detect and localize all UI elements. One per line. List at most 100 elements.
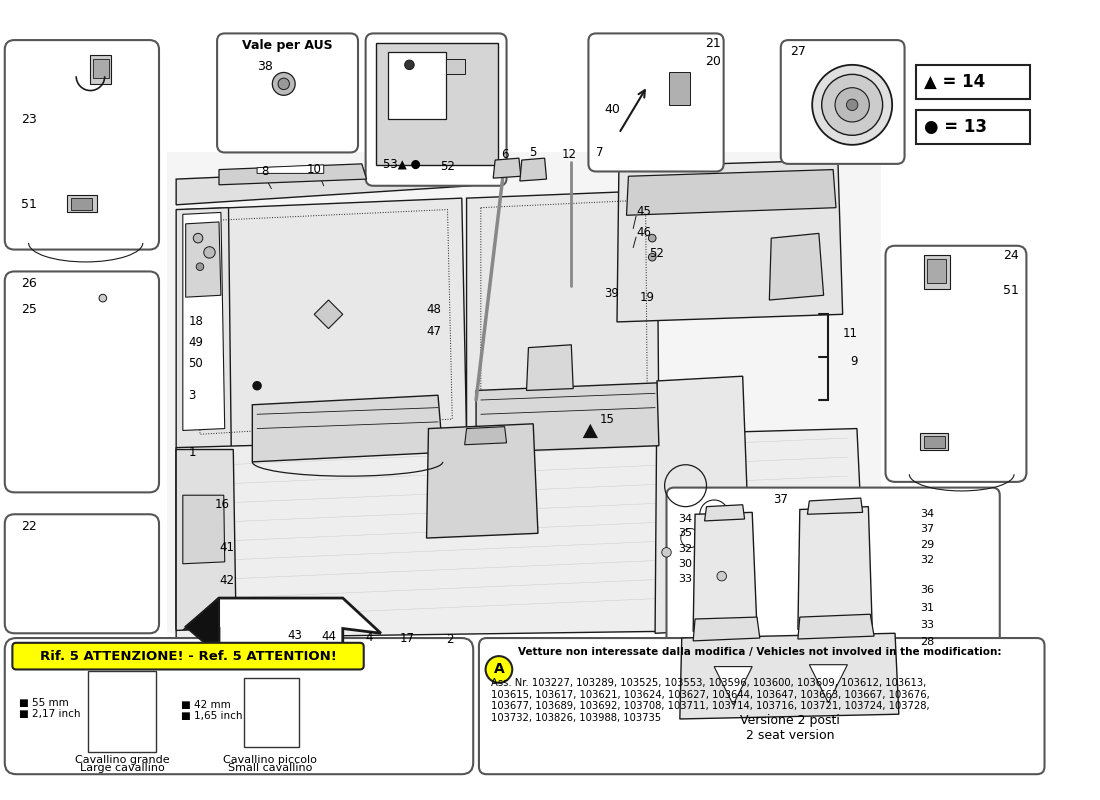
Polygon shape bbox=[667, 46, 695, 143]
Text: 41: 41 bbox=[219, 541, 234, 554]
Polygon shape bbox=[166, 153, 881, 634]
Circle shape bbox=[648, 234, 656, 242]
Bar bbox=[916, 110, 1031, 144]
FancyBboxPatch shape bbox=[4, 638, 473, 774]
Text: 52: 52 bbox=[440, 160, 455, 174]
Text: 16: 16 bbox=[214, 498, 229, 511]
Polygon shape bbox=[466, 190, 659, 434]
Text: 1: 1 bbox=[188, 446, 196, 459]
Polygon shape bbox=[393, 62, 405, 95]
Text: 37: 37 bbox=[920, 525, 934, 534]
Polygon shape bbox=[925, 255, 950, 455]
Polygon shape bbox=[219, 164, 366, 185]
Bar bbox=[72, 198, 92, 210]
Text: 9: 9 bbox=[850, 355, 858, 369]
Text: 30: 30 bbox=[678, 558, 692, 569]
Polygon shape bbox=[186, 598, 219, 655]
Circle shape bbox=[717, 571, 726, 581]
Text: 31: 31 bbox=[920, 602, 934, 613]
Text: 34: 34 bbox=[678, 514, 692, 524]
Text: 44: 44 bbox=[321, 630, 336, 642]
Polygon shape bbox=[257, 165, 323, 174]
Circle shape bbox=[835, 88, 869, 122]
Circle shape bbox=[405, 60, 415, 70]
Bar bbox=[924, 255, 950, 289]
Polygon shape bbox=[183, 213, 224, 430]
Text: 32: 32 bbox=[678, 543, 692, 554]
Text: 29: 29 bbox=[920, 540, 934, 550]
Text: 26: 26 bbox=[21, 278, 36, 290]
Text: 49: 49 bbox=[188, 336, 204, 350]
Polygon shape bbox=[798, 614, 875, 639]
Polygon shape bbox=[252, 395, 443, 462]
Text: 19: 19 bbox=[640, 290, 654, 304]
Text: 6: 6 bbox=[500, 148, 508, 161]
Bar bbox=[90, 55, 111, 84]
Polygon shape bbox=[35, 290, 151, 465]
Text: 2: 2 bbox=[446, 634, 453, 646]
Polygon shape bbox=[315, 300, 343, 329]
Circle shape bbox=[194, 234, 202, 243]
FancyBboxPatch shape bbox=[4, 40, 160, 250]
Text: Large cavallino: Large cavallino bbox=[79, 763, 164, 774]
Bar bbox=[670, 71, 691, 105]
Text: Rif. 5 ATTENZIONE! - Ref. 5 ATTENTION!: Rif. 5 ATTENZIONE! - Ref. 5 ATTENTION! bbox=[40, 650, 337, 662]
Polygon shape bbox=[769, 234, 824, 300]
Bar bbox=[388, 53, 446, 119]
Text: 8: 8 bbox=[261, 165, 268, 178]
Text: Small cavallino: Small cavallino bbox=[228, 763, 312, 774]
Polygon shape bbox=[807, 498, 862, 514]
Bar bbox=[376, 43, 498, 165]
Polygon shape bbox=[53, 371, 141, 419]
Polygon shape bbox=[21, 538, 151, 624]
Text: 24: 24 bbox=[1003, 249, 1019, 262]
Text: 5: 5 bbox=[529, 146, 537, 159]
Polygon shape bbox=[176, 166, 471, 205]
Text: 17: 17 bbox=[400, 631, 415, 645]
Circle shape bbox=[812, 65, 892, 145]
Text: 53▲ ●: 53▲ ● bbox=[383, 158, 420, 170]
Circle shape bbox=[648, 254, 656, 261]
Circle shape bbox=[99, 294, 107, 302]
Bar bbox=[94, 59, 109, 78]
FancyBboxPatch shape bbox=[588, 34, 724, 171]
Bar bbox=[916, 65, 1031, 99]
Polygon shape bbox=[24, 581, 62, 621]
FancyBboxPatch shape bbox=[217, 34, 358, 153]
Polygon shape bbox=[901, 452, 1021, 476]
FancyBboxPatch shape bbox=[667, 487, 1000, 727]
Text: ■ 2,17 inch: ■ 2,17 inch bbox=[19, 710, 80, 719]
Circle shape bbox=[196, 263, 204, 270]
Bar bbox=[244, 678, 299, 746]
Text: 20: 20 bbox=[705, 54, 720, 67]
Polygon shape bbox=[810, 665, 847, 702]
Polygon shape bbox=[493, 158, 520, 178]
Text: passionecorse: passionecorse bbox=[406, 197, 737, 413]
FancyBboxPatch shape bbox=[12, 642, 364, 670]
Polygon shape bbox=[693, 512, 757, 631]
Circle shape bbox=[662, 547, 671, 557]
FancyBboxPatch shape bbox=[478, 638, 1045, 774]
Circle shape bbox=[485, 656, 513, 682]
Text: 27: 27 bbox=[790, 45, 806, 58]
Polygon shape bbox=[656, 376, 752, 634]
FancyBboxPatch shape bbox=[4, 271, 160, 492]
Polygon shape bbox=[627, 170, 836, 215]
Text: 47: 47 bbox=[427, 325, 441, 338]
Text: 7: 7 bbox=[596, 146, 604, 159]
Text: ■ 1,65 inch: ■ 1,65 inch bbox=[180, 711, 242, 721]
Text: 34: 34 bbox=[920, 510, 934, 519]
Text: ■ 42 mm: ■ 42 mm bbox=[180, 700, 231, 710]
Text: Ass. Nr. 103227, 103289, 103525, 103553, 103596, 103600, 103609, 103612, 103613,: Ass. Nr. 103227, 103289, 103525, 103553,… bbox=[492, 678, 931, 723]
Bar bbox=[446, 59, 464, 74]
Circle shape bbox=[822, 74, 882, 135]
Polygon shape bbox=[693, 617, 760, 641]
Polygon shape bbox=[680, 634, 899, 719]
Polygon shape bbox=[24, 219, 152, 243]
Polygon shape bbox=[520, 158, 547, 181]
Text: 23: 23 bbox=[21, 113, 36, 126]
Text: 46: 46 bbox=[636, 226, 651, 239]
Bar bbox=[927, 259, 946, 283]
Polygon shape bbox=[183, 495, 224, 564]
Bar bbox=[920, 434, 948, 450]
